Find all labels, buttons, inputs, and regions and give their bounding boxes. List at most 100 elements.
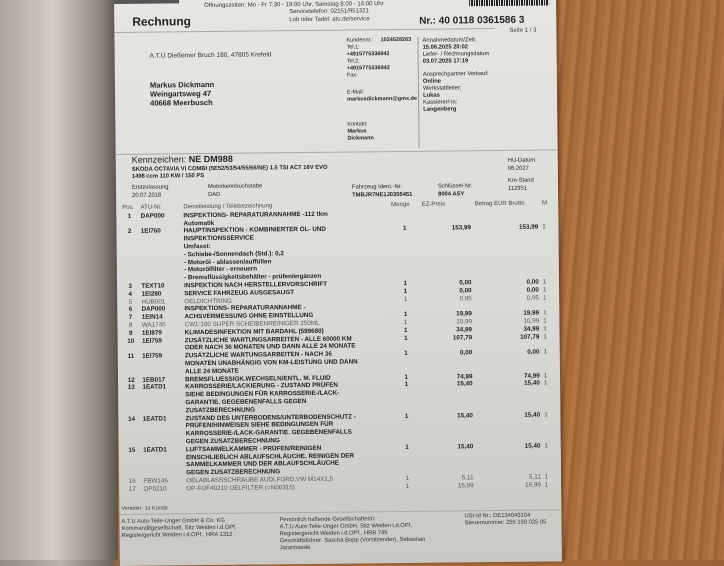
cell-pos: 15 [128,446,136,454]
cell-atu: 1EATD1 [142,383,167,392]
cell-price: 107,79 [452,333,473,342]
cell-m: 1 [543,372,548,380]
description-line: OP-FOF40210 OELFILTER (=N00315) [186,483,295,492]
cell-qty: 1 [404,350,408,358]
cell-desc: KARROSSERIE/LACKIERUNG - ZUSTAND PRÜFEN S… [183,381,391,414]
cell-pos: 7 [128,313,133,322]
column-header: M [541,200,547,207]
vin: TMBJR7NE1J0356451 [352,191,413,199]
customer-email: markusdickmann@gmx.de [347,95,417,103]
invoice-document: Öffnungszeiten: Mo - Fr 7:30 - 19:00 Uhr… [114,0,562,566]
cell-price: 15,40 [456,380,473,388]
key-number: 8004 ASY [438,190,465,198]
barcode [468,0,550,7]
table-row: 2 1EI760 HAUPTINSPEKTION - KOMBINIERTER ÖL… [120,224,551,283]
cell-pos: 2 [127,228,132,236]
cell-pos: 8 [128,321,133,329]
customer-number: 1024528263 [380,36,412,44]
sender-address: A.T.U Dießemer Bruch 180, 47805 Krefeld [149,51,272,60]
footer-partner: Persönlich haftende Gesellschafterin: A.… [279,516,426,552]
cell-qty: 1 [405,443,409,451]
invoice-meta: Annahmedatum/Zeit: 15.06.2025 20:02 Lief… [422,37,490,113]
cell-atu: DAP000 [140,212,165,220]
cell-qty: 1 [404,334,408,342]
cell-total: 16,99 [525,481,541,489]
cell-m: 1 [543,317,547,325]
footer-tax: USt-Id Nr.: DE134043104 Steuernummer: 25… [464,512,547,527]
cell-m: 1 [543,348,548,356]
cell-qty: 1 [404,412,409,420]
customer-info: Kundennr.: 1024528263 Tel.1: +4915775336… [346,36,417,142]
cell-price: 153,99 [451,224,472,232]
cell-total: 0,00 [527,348,540,356]
wooden-table [555,0,724,560]
cell-pos: 9 [128,329,133,337]
cell-desc: OP-FOF40210 OELFILTER (=N00315) [184,483,392,493]
cell-desc: ZUSÄTZLICHE WARTUNGSARBEITEN - NACH 36 MO… [183,350,391,376]
cell-m: 1 [543,379,548,387]
cell-qty: 1 [405,482,410,490]
cell-pos: 13 [127,384,135,392]
cell-atu: 1EATD1 [143,446,167,454]
cell-m: 1 [543,309,547,317]
cell-m: 1 [542,223,546,231]
invoice-items-table: Pos. ATU-Nr. Dienstleistung / Teilebezeich… [120,200,553,493]
cell-pos: 11 [127,352,135,361]
cell-desc: HAUPTINSPEKTION - KOMBINIERTER ÖL- UND IN… [182,226,390,283]
cell-desc: ZUSTAND DES UNTERBODENS/UNTERBODENSCHUTZ… [183,413,391,446]
recipient-address: Markus Dickmann Weingartsweg 47 40668 Me… [149,79,215,108]
cell-total: 107,79 [520,333,540,341]
cell-m: 1 [544,442,549,450]
cell-m: 1 [544,410,548,419]
cell-price: 15,40 [457,411,473,419]
distributor: Verteiler: 1x Kunde [121,505,168,512]
mileage: 112951 [508,185,527,192]
page-number: Seite 1 / 3 [509,27,537,34]
cell-atu: 1EI759 [142,352,163,360]
feedback-link: Lob oder Tadel: atu.de/service [289,16,370,24]
atu-logo [114,0,180,4]
cell-price: 15,40 [457,442,474,451]
cell-atu: 1EI759 [141,337,162,345]
cell-qty [389,210,420,226]
service-phone: Servicetelefon: 02151/951321 [289,8,369,16]
first-registration: 20.07.2018 [132,192,162,199]
cell-pos: 17 [128,485,136,493]
cell-pos: 3 [128,282,132,290]
cell-total: 153,99 [518,223,539,232]
cell-m: 1 [544,481,549,489]
footer-company: A.T.U Auto-Teile-Unger GmbH & Co. KG Kom… [121,517,237,539]
cell-price: 16,99 [457,481,474,490]
invoice-number: Nr.: 40 0118 0361586 3 [419,14,525,27]
cell-qty: 1 [404,381,409,389]
cell-qty: 1 [402,225,407,233]
cell-price [420,209,473,225]
table-row: 14 1EATD1 ZUSTAND DES UNTERBODENS/UNTERBOD… [122,411,552,447]
cell-m: 1 [544,473,549,481]
table-row: 15 1EATD1 LUFTSAMMELKAMMER - PRÜFEN/REINIG… [123,442,553,478]
column-header: Pos. [122,204,135,211]
cell-pos: 4 [128,290,133,298]
cell-pos: 16 [128,477,136,485]
cell-m: 1 [542,278,547,286]
cell-desc: LUFTSAMMELKAMMER - PRÜFEN/REINIGEN EINSCH… [184,444,392,477]
background-paper-stack [0,0,118,560]
cell-atu: 1EI760 [140,227,161,236]
vehicle-model: SKODA OCTAVIA VI COMBI (5E52/53/54/55/56… [131,164,328,180]
cell-m [540,208,550,224]
cell-pos: 6 [128,306,133,314]
cell-total: 15,40 [524,442,541,450]
cell-atu: 1EATD1 [142,414,167,423]
cell-pos: 12 [127,376,135,384]
table-row: 13 1EATD1 KARROSSERIE/LACKIERUNG - ZUSTAND… [122,380,552,416]
cell-m: 1 [542,294,547,302]
cell-m: 1 [543,325,547,333]
cell-price: 0,00 [459,349,473,357]
cell-m: 1 [543,333,547,341]
cell-pos: 5 [128,298,133,306]
engine-code: DAD [208,191,221,198]
cell-pos: 14 [128,415,136,423]
document-title: Rechnung [132,14,192,29]
cell-total: 15,40 [524,411,541,419]
license-plate: Kennzeichen: NE DM988 [131,153,233,165]
